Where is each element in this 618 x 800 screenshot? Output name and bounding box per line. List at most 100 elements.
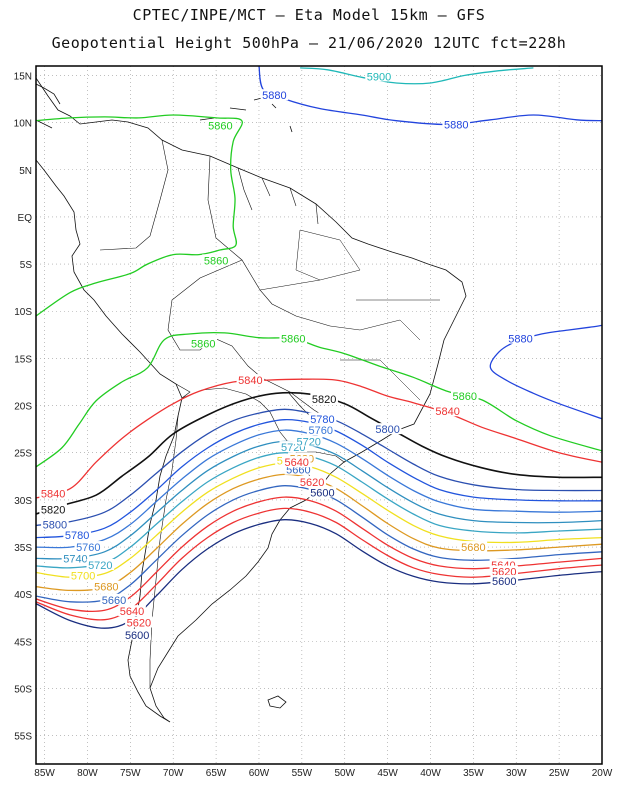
lat-tick-label: 15S	[14, 354, 32, 365]
lat-tick-label: 30S	[14, 496, 32, 507]
contour-label: 5900	[367, 71, 391, 83]
lon-tick-label: 80W	[77, 768, 98, 779]
contour-label-bg	[100, 593, 128, 605]
contour-label: 5840	[238, 375, 262, 387]
contour-label: 5840	[41, 488, 65, 500]
lon-tick-label: 25W	[549, 768, 570, 779]
contour-label-bg	[118, 605, 146, 617]
contour-label-bg	[310, 392, 338, 404]
contour-label: 5600	[125, 630, 149, 642]
lon-tick-label: 70W	[163, 768, 184, 779]
contour-label: 5760	[76, 542, 100, 554]
contour-label-bg	[294, 435, 323, 447]
chart-title-line-1: CPTEC/INPE/MCT – Eta Model 15km – GFS	[132, 6, 486, 24]
contour-label: 5700	[71, 570, 95, 582]
contour-label-bg	[284, 463, 313, 475]
lat-tick-label: 5N	[19, 166, 32, 177]
contour-lines	[36, 66, 602, 629]
lat-tick-label: 15N	[14, 71, 32, 82]
contour-5760	[36, 429, 602, 549]
contour-5860	[36, 331, 602, 468]
chart-title-line-2: Geopotential Height 500hPa – 21/06/2020 …	[51, 34, 567, 52]
contour-5800	[36, 408, 602, 527]
contour-label: 5860	[208, 120, 232, 132]
contour-5640	[36, 496, 602, 613]
contour-label: 5680	[94, 582, 118, 594]
contour-label: 5800	[43, 519, 67, 531]
south-america-coastline	[36, 77, 467, 723]
lon-tick-label: 60W	[249, 768, 270, 779]
contour-label-bg	[279, 332, 308, 344]
contour-label: 5680	[461, 542, 485, 554]
plot-frame	[35, 65, 603, 765]
contour-label-bg	[279, 441, 308, 453]
contour-label-bg	[506, 332, 535, 344]
contour-label-bg	[69, 569, 97, 581]
contour-label-bg	[442, 118, 471, 130]
contour-label: 5880	[444, 119, 468, 131]
lon-tick-label: 85W	[34, 768, 55, 779]
lat-tick-label: 25S	[14, 449, 32, 460]
contour-label: 5860	[204, 255, 228, 267]
contour-label-bg	[298, 475, 326, 487]
contour-label-bg	[189, 337, 218, 349]
lat-tick-label: 50S	[14, 685, 32, 696]
contour-label-bg	[206, 119, 235, 131]
contour-label-bg	[490, 575, 519, 587]
contour-label: 5720	[88, 560, 112, 572]
caribbean-islands	[199, 97, 293, 133]
contour-label: 5860	[281, 334, 305, 346]
contour-label-bg	[39, 487, 67, 499]
lat-tick-label: 5S	[20, 260, 33, 271]
contour-5860	[36, 114, 243, 317]
contour-label-bg	[459, 541, 488, 553]
contour-label: 5720	[296, 436, 320, 448]
contour-label: 5760	[308, 425, 332, 437]
lon-tick-label: 35W	[463, 768, 484, 779]
contour-label-bg	[365, 70, 393, 82]
axis-ticks: 85W 80W 75W 70W 65W 60W 55W 50W 45W 40W 35W 30W 25W 2…	[14, 71, 613, 779]
contour-5900	[300, 67, 534, 85]
contour-label: 5640	[120, 606, 144, 618]
contour-label: 5860	[191, 338, 215, 350]
contour-label-bg	[92, 580, 121, 592]
lat-tick-label: 10S	[14, 307, 32, 318]
contour-label: 5660	[102, 595, 126, 607]
contour-label-bg	[306, 424, 335, 436]
lat-tick-label: 45S	[14, 637, 32, 648]
contour-label-bg	[260, 89, 289, 101]
contour-label: 5780	[310, 414, 334, 426]
contour-label: 5640	[284, 457, 308, 469]
contour-label: 5860	[453, 391, 477, 403]
contour-label-bg	[125, 616, 153, 628]
contour-label: 5800	[375, 424, 399, 436]
contour-label-bg	[74, 541, 103, 553]
contour-5840	[36, 378, 602, 499]
contour-label-bg	[236, 374, 265, 386]
central-america-coast	[36, 83, 61, 129]
contour-label: 5780	[65, 530, 89, 542]
contour-label: 5880	[508, 334, 532, 346]
lon-tick-label: 40W	[420, 768, 441, 779]
contour-label: 5600	[492, 576, 516, 588]
contour-label-bg	[308, 486, 337, 498]
contour-label-bg	[308, 412, 337, 424]
lat-tick-label: 35S	[14, 543, 32, 554]
contour-label-bg	[39, 503, 67, 515]
lat-tick-label: EQ	[18, 213, 33, 224]
contour-label-bg	[41, 518, 69, 530]
contour-label-bg	[450, 390, 479, 402]
contour-labels: 5900 5880 5880 5880 5860 5860 5860 5860 5860 5840…	[39, 70, 535, 642]
contour-label-bg	[282, 456, 311, 468]
contour-label: 5840	[435, 406, 459, 418]
lat-tick-label: 10N	[14, 119, 32, 130]
lat-tick-label: 40S	[14, 590, 32, 601]
contour-label: 5600	[310, 487, 334, 499]
contour-label: 5820	[41, 504, 65, 516]
contour-label: 5660	[286, 465, 310, 477]
contour-5660	[36, 485, 602, 603]
lat-tick-label: 20S	[14, 402, 32, 413]
contour-label-bg	[61, 552, 90, 564]
lon-tick-label: 55W	[292, 768, 313, 779]
